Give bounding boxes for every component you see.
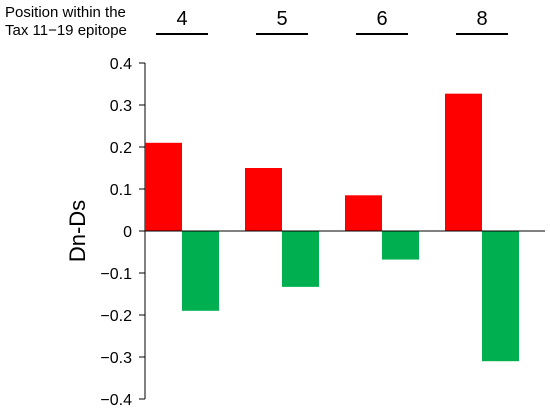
y-tick-label: −0.3 [100, 350, 132, 367]
y-tick-label: 0.3 [110, 98, 132, 115]
y-tick-label: 0 [123, 224, 132, 241]
y-axis-title: Dn-Ds [65, 200, 90, 262]
y-tick-label: −0.2 [100, 308, 132, 325]
bar-5-series-1 [245, 168, 282, 231]
position-label-8: 8 [476, 8, 487, 30]
header-line-2: Tax 11−19 epitope [5, 22, 127, 39]
y-tick-label: 0.1 [110, 182, 132, 199]
bar-6-series-2 [382, 231, 419, 260]
position-label-5: 5 [276, 8, 287, 30]
bar-5-series-2 [282, 231, 319, 287]
bar-4-series-1 [145, 142, 182, 231]
y-tick-label: 0.2 [110, 140, 132, 157]
header-line-1: Position within the [5, 4, 126, 21]
position-label-4: 4 [176, 8, 187, 30]
position-label-6: 6 [376, 8, 387, 30]
y-tick-label: −0.4 [100, 392, 132, 409]
bar-6-series-1 [345, 195, 382, 231]
y-tick-label: 0.4 [110, 56, 132, 73]
bar-8-series-1 [445, 93, 482, 231]
y-tick-label: −0.1 [100, 266, 132, 283]
bar-4-series-2 [182, 231, 219, 311]
bar-8-series-2 [482, 231, 519, 362]
plot-area: 0.4 0.3 0.2 0.1 0 −0.1 −0.2 −0.3 −0.4 4 5 6 8 [100, 8, 545, 409]
